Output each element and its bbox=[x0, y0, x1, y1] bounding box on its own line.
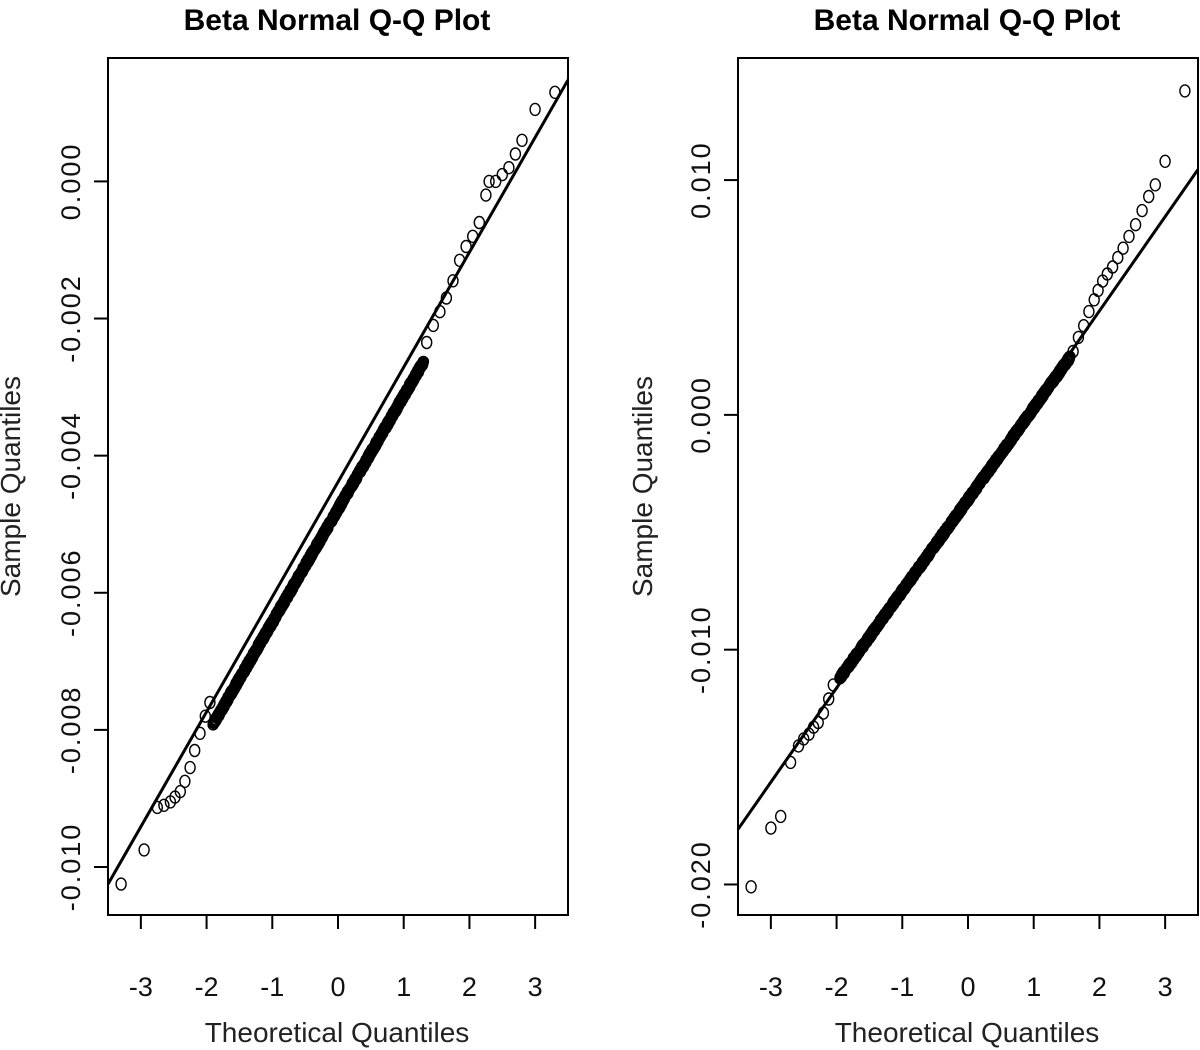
sample-points bbox=[115, 85, 561, 891]
sample-point-tail bbox=[184, 760, 196, 775]
y-tick-label: -0.008 bbox=[56, 686, 86, 775]
sample-point-tail bbox=[1129, 217, 1142, 232]
sample-point-tail bbox=[434, 305, 446, 319]
y-axis-label: Sample Quantiles bbox=[627, 376, 658, 597]
sample-point-tail bbox=[784, 755, 797, 770]
sample-point-tail bbox=[509, 147, 522, 161]
sample-point-tail bbox=[421, 335, 433, 350]
sample-point-tail bbox=[199, 709, 212, 723]
y-tick-label: -0.020 bbox=[686, 840, 716, 929]
sample-point-tail bbox=[483, 174, 495, 189]
sample-point-tail bbox=[138, 843, 150, 857]
plot-frame bbox=[737, 57, 1199, 916]
sample-points bbox=[745, 84, 1191, 894]
y-tick-label: 0.000 bbox=[686, 376, 716, 454]
sample-point-tail bbox=[490, 174, 502, 189]
x-tick-label: -2 bbox=[825, 972, 849, 1002]
sample-point-tail bbox=[516, 133, 528, 148]
x-tick-label: -3 bbox=[759, 972, 783, 1002]
sample-point-tail bbox=[1088, 293, 1100, 307]
sample-point-tail bbox=[1149, 178, 1162, 192]
sample-point-tail bbox=[460, 239, 472, 254]
y-tick-label: -0.004 bbox=[56, 411, 86, 500]
sample-point-tail bbox=[496, 167, 508, 182]
sample-point-tail bbox=[467, 229, 479, 244]
sample-point-tail bbox=[473, 215, 485, 230]
y-tick-label: -0.010 bbox=[56, 823, 86, 912]
chart-title: Beta Normal Q-Q Plot bbox=[184, 4, 491, 37]
sample-point-tail bbox=[440, 291, 453, 305]
sample-point-tail bbox=[1072, 330, 1085, 345]
sample-point-tail bbox=[447, 274, 459, 288]
sample-point-tail bbox=[188, 743, 201, 758]
x-tick-label: -2 bbox=[195, 972, 219, 1002]
qq-panel-left: Beta Normal Q-Q Plot -3 -2 -1 0 1 2 3 -0.010 -0.0… bbox=[0, 4, 570, 1048]
qq-panel-right: Beta Normal Q-Q Plot -3 -2 -1 0 1 2 3 -0.020 -0.0… bbox=[627, 4, 1200, 1048]
qq-reference-line bbox=[106, 79, 570, 885]
sample-point-tail bbox=[827, 678, 839, 692]
sample-point-tail bbox=[812, 715, 824, 730]
sample-point-tail bbox=[549, 85, 561, 100]
x-tick-label: 2 bbox=[1092, 972, 1107, 1002]
sample-point-tail bbox=[823, 692, 835, 706]
sample-point-tail bbox=[817, 706, 830, 720]
y-tick-label: 0.000 bbox=[56, 143, 86, 221]
sample-point-tail bbox=[204, 695, 216, 710]
sample-point bbox=[417, 355, 430, 368]
sample-point-tail bbox=[158, 798, 170, 812]
sample-point-tail bbox=[1136, 203, 1148, 218]
sample-point-tail bbox=[194, 726, 206, 740]
x-tick-label: -1 bbox=[890, 972, 914, 1002]
sample-point-tail bbox=[151, 800, 164, 815]
x-tick-label: 0 bbox=[960, 972, 975, 1002]
sample-point-tail bbox=[174, 784, 187, 799]
sample-point-tail bbox=[480, 188, 492, 202]
y-axis-label: Sample Quantiles bbox=[0, 376, 26, 597]
x-axis-label: Theoretical Quantiles bbox=[205, 1017, 470, 1048]
sample-point-tail bbox=[427, 318, 439, 333]
sample-point-tail bbox=[765, 821, 777, 835]
sample-point-tail bbox=[1159, 154, 1171, 169]
sample-point-tail bbox=[1117, 241, 1129, 255]
y-tick-label: -0.010 bbox=[686, 605, 716, 694]
sample-point-tail bbox=[1123, 229, 1135, 244]
y-tick-label: 0.010 bbox=[686, 141, 716, 219]
y-tick-label: -0.002 bbox=[56, 274, 86, 363]
x-tick-label: 3 bbox=[1158, 972, 1173, 1002]
y-tick-label: -0.006 bbox=[56, 548, 86, 637]
sample-point-tail bbox=[529, 102, 541, 117]
sample-point-tail bbox=[1092, 283, 1104, 298]
x-axis-label: Theoretical Quantiles bbox=[835, 1017, 1100, 1048]
sample-point-tail bbox=[1142, 189, 1155, 204]
sample-point-tail bbox=[1179, 84, 1191, 98]
x-tick-label: 0 bbox=[330, 972, 345, 1002]
chart-title: Beta Normal Q-Q Plot bbox=[814, 4, 1121, 37]
x-tick-label: 2 bbox=[462, 972, 477, 1002]
sample-point-tail bbox=[179, 774, 191, 788]
sample-point-tail bbox=[1077, 319, 1090, 333]
sample-point-tail bbox=[1112, 250, 1124, 265]
x-tick-label: -1 bbox=[260, 972, 284, 1002]
sample-point-tail bbox=[503, 160, 515, 175]
sample-point-tail bbox=[1067, 344, 1079, 359]
sample-point-tail bbox=[453, 253, 466, 267]
x-tick-label: 3 bbox=[528, 972, 543, 1002]
sample-point-tail bbox=[1106, 260, 1119, 274]
sample-point-tail bbox=[1083, 304, 1095, 319]
x-tick-label: 1 bbox=[1026, 972, 1041, 1002]
x-tick-label: 1 bbox=[396, 972, 411, 1002]
sample-point-tail bbox=[115, 877, 127, 891]
x-tick-label: -3 bbox=[129, 972, 153, 1002]
sample-point-tail bbox=[745, 880, 757, 894]
sample-point-tail bbox=[775, 809, 787, 824]
